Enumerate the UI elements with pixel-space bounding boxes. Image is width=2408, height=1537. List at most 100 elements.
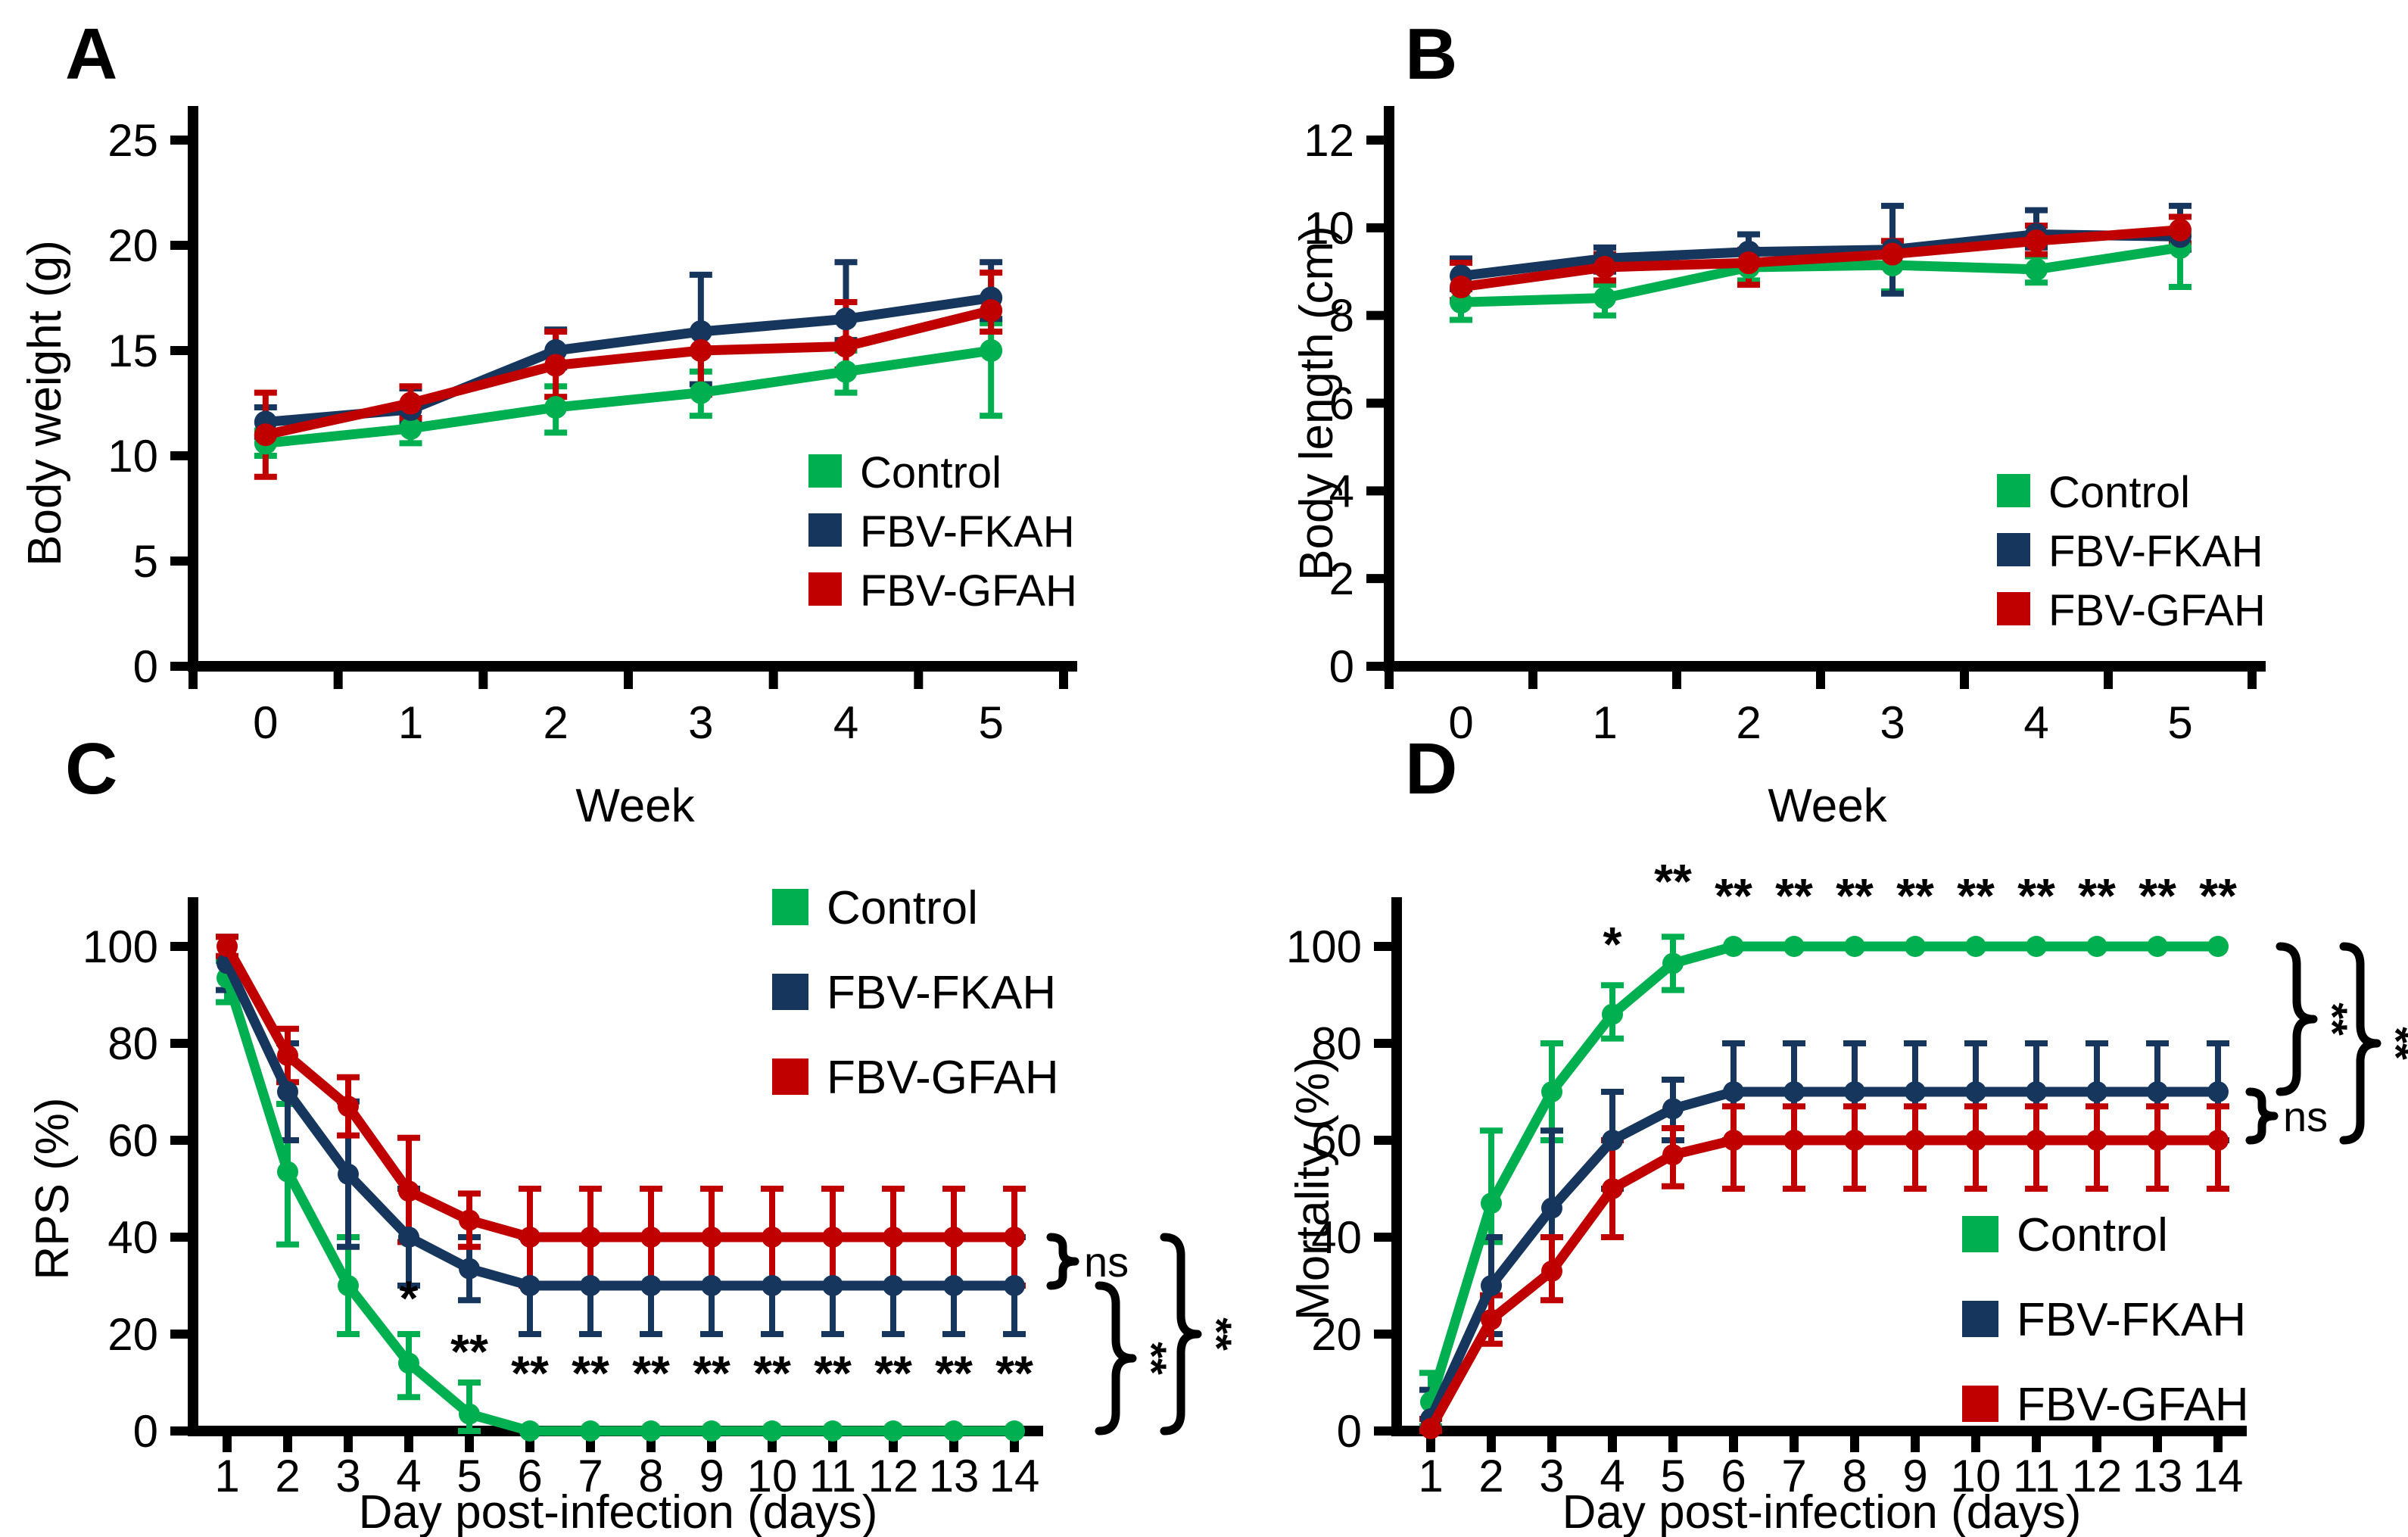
data-point-marker [1004,1275,1025,1296]
data-point-marker [1844,936,1865,957]
legend-swatch [1962,1386,1998,1422]
data-point-marker [822,1275,843,1296]
data-point-marker [1662,1144,1684,1166]
y-axis-title: RPS (%) [26,1097,79,1280]
data-point-marker [762,1420,783,1442]
data-point-marker [1905,1130,1926,1151]
data-point-marker [822,1420,843,1442]
data-point-marker [1593,255,1616,279]
data-point-marker [1844,1081,1865,1102]
data-point-marker [2207,1130,2229,1151]
data-point-marker [544,354,568,377]
significance-marker: ** [814,1346,852,1401]
x-axis-title: Day post-infection (days) [359,1486,878,1537]
data-point-marker [519,1227,540,1248]
y-tick-label: 40 [107,1212,158,1263]
panel-label-d: D [1405,728,1458,809]
y-tick-label: 4 [1329,466,1354,516]
significance-marker: ** [450,1324,488,1379]
significance-marker: ** [995,1346,1033,1401]
comparison-brace [2245,1087,2279,1145]
data-point-marker [701,1275,722,1296]
data-point-marker [338,1163,359,1185]
panel-label-a: A [65,14,118,95]
significance-marker: ** [2078,868,2116,923]
data-point-marker [2026,1130,2047,1151]
legend-label: FBV-FKAH [2048,527,2263,576]
legend-label: FBV-GFAH [2048,586,2266,635]
data-point-marker [399,416,422,440]
x-tick-label: 5 [2167,697,2192,748]
data-point-marker [2147,936,2168,957]
x-tick-label: 7 [578,1451,603,1501]
data-point-marker [544,396,568,419]
data-point-marker [2169,218,2191,242]
legend-swatch [808,513,842,547]
data-point-marker [883,1227,904,1248]
data-point-marker [1420,1417,1441,1439]
data-point-marker [398,1352,419,1374]
data-point-marker [1881,242,1904,266]
x-tick-label: 9 [1902,1451,1927,1501]
data-point-marker [399,391,422,415]
data-point-marker [519,1420,540,1442]
significance-marker: ** [2139,868,2176,923]
x-tick-label: 13 [2132,1451,2183,1501]
data-point-marker [2086,936,2107,957]
x-tick-label: 13 [929,1451,980,1501]
data-point-marker [2207,1081,2229,1102]
legend-swatch [1962,1216,1998,1252]
legend-label: FBV-FKAH [860,507,1075,556]
significance-marker: ** [693,1346,730,1401]
data-point-marker [883,1275,904,1296]
significance-marker: * [400,1270,419,1325]
data-point-marker [980,339,1003,362]
significance-marker: ** [2017,868,2055,923]
data-point-marker [2025,229,2048,253]
significance-marker: ** [572,1346,609,1401]
panel-label-b: B [1405,14,1458,95]
x-tick-label: 4 [396,1451,421,1501]
significance-marker: ** [1836,868,1874,923]
series-line [1456,242,2185,307]
data-point-marker [2147,1130,2168,1151]
y-tick-label: 6 [1329,379,1354,429]
x-tick-label: 1 [398,697,423,748]
legend-swatch [808,454,842,488]
x-tick-label: 10 [747,1451,798,1501]
data-point-marker [277,1081,298,1102]
significance-marker: ** [935,1346,973,1401]
legend-label: Control [2017,1209,2168,1261]
x-tick-label: 3 [335,1451,360,1501]
data-point-marker [1844,1130,1865,1151]
panel-label-c: C [65,728,118,809]
significance-marker: * [1603,917,1622,971]
comparison-brace [1160,1233,1202,1436]
x-tick-label: 0 [1448,697,1473,748]
x-tick-label: 10 [1951,1451,2001,1501]
legend-swatch [1997,592,2030,625]
x-axis-title: Week [1768,780,1887,832]
data-point-marker [277,1161,298,1183]
data-point-marker [277,1045,298,1066]
x-tick-label: 1 [1592,697,1617,748]
y-axis-title: Body length (cm) [1291,226,1343,581]
x-tick-label: 5 [978,697,1003,748]
y-tick-label: 60 [107,1115,158,1166]
legend-label: Control [827,882,978,934]
data-point-marker [1723,936,1744,957]
comparison-brace [2276,942,2318,1096]
legend-swatch [1997,474,2030,507]
data-point-marker [2026,1081,2047,1102]
data-point-marker [1783,1081,1805,1102]
y-tick-label: 15 [107,326,158,376]
data-point-marker [338,1096,359,1118]
x-tick-label: 8 [638,1451,663,1501]
legend-label: FBV-FKAH [2017,1294,2246,1346]
data-point-marker [1905,936,1926,957]
data-point-marker [398,1227,419,1248]
data-point-marker [701,1420,722,1442]
x-tick-label: 3 [1539,1451,1564,1501]
legend-swatch [772,974,808,1010]
x-tick-label: 11 [809,1451,856,1501]
